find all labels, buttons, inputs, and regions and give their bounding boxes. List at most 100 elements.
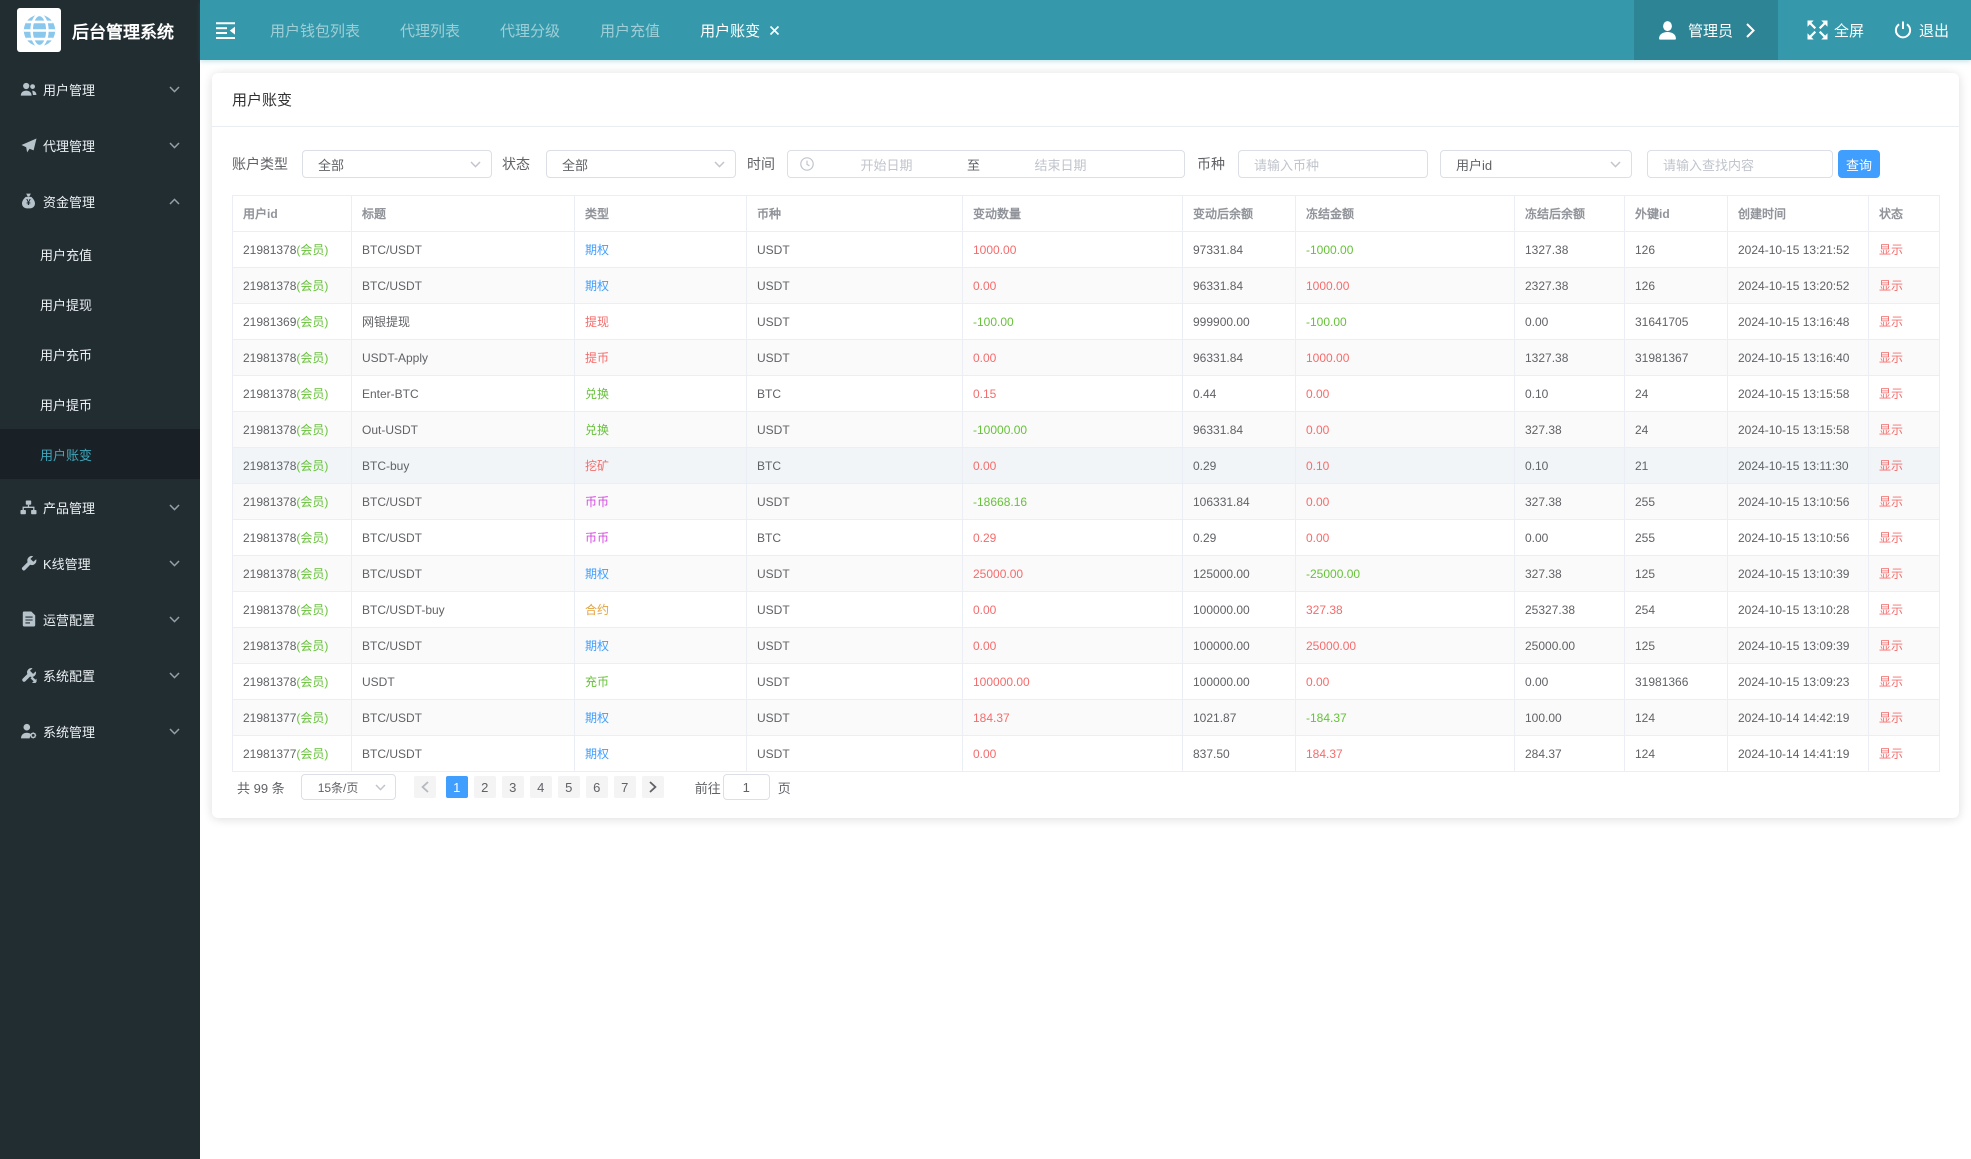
type-tag: 期权 [585, 639, 610, 653]
pagination-page-2[interactable]: 2 [473, 776, 496, 798]
goto-unit: 页 [777, 780, 791, 796]
cell-change: 0.00 [962, 267, 1183, 304]
sidebar-item-8[interactable]: 系统管理 [0, 703, 200, 759]
pagination-prev-button[interactable] [413, 776, 436, 798]
member-badge: (会员) [296, 531, 329, 545]
status-show-link[interactable]: 显示 [1879, 279, 1904, 293]
pagination-page-1[interactable]: 1 [445, 776, 468, 798]
status-show-link[interactable]: 显示 [1879, 639, 1904, 653]
cell-after-balance: 96331.84 [1182, 339, 1296, 376]
status-show-link[interactable]: 显示 [1879, 531, 1904, 545]
status-show-link[interactable]: 显示 [1879, 495, 1904, 509]
goto-page-input[interactable]: 1 [722, 774, 770, 800]
users-icon [20, 81, 37, 97]
cell-frozen-after: 0.00 [1514, 303, 1625, 340]
sidebar-item-3[interactable]: ¥ 资金管理 [0, 173, 200, 229]
sidebar-item-4[interactable]: 产品管理 [0, 479, 200, 535]
type-tag: 充币 [585, 675, 610, 689]
sidebar-item-7[interactable]: 系统配置 [0, 647, 200, 703]
pagination-page-7[interactable]: 7 [613, 776, 636, 798]
cell-after-balance: 0.29 [1182, 519, 1296, 556]
tab-2[interactable]: 代理列表 [380, 0, 480, 60]
status-show-link[interactable]: 显示 [1879, 315, 1904, 329]
date-range-picker[interactable]: 开始日期 至 结束日期 [787, 150, 1185, 178]
cell-frozen: -100.00 [1295, 303, 1515, 340]
cell-type: 合约 [574, 591, 747, 628]
status-show-link[interactable]: 显示 [1879, 351, 1904, 365]
search-input[interactable]: 请输入查找内容 [1647, 150, 1833, 178]
status-show-link[interactable]: 显示 [1879, 387, 1904, 401]
chevron-down-icon [470, 160, 481, 168]
search-field-select[interactable]: 用户id [1440, 150, 1632, 178]
change-value: 100000.00 [973, 674, 1030, 689]
fullscreen-button[interactable]: 全屏 [1807, 0, 1864, 60]
status-show-link[interactable]: 显示 [1879, 459, 1904, 473]
tab-3[interactable]: 代理分级 [480, 0, 580, 60]
cell-coin: USDT [746, 267, 963, 304]
fullscreen-expand-icon [1807, 20, 1828, 40]
tab-label: 代理分级 [500, 22, 561, 40]
status-show-link[interactable]: 显示 [1879, 603, 1904, 617]
sidebar-subitem[interactable]: 用户充值 [0, 229, 200, 279]
sidebar-item-6[interactable]: 运营配置 [0, 591, 200, 647]
admin-menu[interactable]: 管理员 [1633, 0, 1778, 60]
page-size-select[interactable]: 15条/页 [300, 774, 396, 800]
cell-created-time: 2024-10-15 13:09:39 [1727, 627, 1869, 664]
cell-frozen: -184.37 [1295, 699, 1515, 736]
sidebar-item-5[interactable]: K线管理 [0, 535, 200, 591]
frozen-value: 0.00 [1306, 386, 1330, 401]
cell-coin: BTC [746, 519, 963, 556]
pagination: 共 99 条 15条/页 1 2 3 4 5 6 7 前往 1 页 [232, 774, 1939, 800]
change-value: 0.15 [973, 386, 997, 401]
column-header-frozen_after: 冻结后余额 [1514, 195, 1625, 232]
cell-user-id: 21981378(会员) [232, 519, 352, 556]
sidebar-item-1[interactable]: 用户管理 [0, 61, 200, 117]
cell-user-id: 21981378(会员) [232, 267, 352, 304]
sidebar-item-2[interactable]: 代理管理 [0, 117, 200, 173]
cell-user-id: 21981378(会员) [232, 591, 352, 628]
pagination-page-4[interactable]: 4 [529, 776, 552, 798]
search-button[interactable]: 查询 [1838, 150, 1880, 178]
cell-frozen-after: 0.00 [1514, 519, 1625, 556]
doc-icon [20, 611, 37, 627]
status-show-link[interactable]: 显示 [1879, 675, 1904, 689]
cell-frozen-after: 1327.38 [1514, 231, 1625, 268]
cell-change: 1000.00 [962, 231, 1183, 268]
status-show-link[interactable]: 显示 [1879, 711, 1904, 725]
chevron-down-icon [375, 783, 386, 791]
pagination-page-6[interactable]: 6 [585, 776, 608, 798]
sidebar-subitem-label: 用户提现 [40, 297, 93, 313]
cell-coin: USDT [746, 699, 963, 736]
account-type-select[interactable]: 全部 [302, 150, 492, 178]
sidebar-subitem[interactable]: 用户充币 [0, 329, 200, 379]
pagination-page-5[interactable]: 5 [557, 776, 580, 798]
member-badge: (会员) [296, 495, 329, 509]
member-badge: (会员) [296, 459, 329, 473]
frozen-value: 0.10 [1306, 458, 1330, 473]
sidebar-subitem[interactable]: 用户提现 [0, 279, 200, 329]
status-show-link[interactable]: 显示 [1879, 423, 1904, 437]
frozen-value: 1000.00 [1306, 278, 1350, 293]
status-show-link[interactable]: 显示 [1879, 567, 1904, 581]
sidebar-subitem[interactable]: 用户账变 [0, 429, 200, 479]
type-tag: 币币 [585, 531, 610, 545]
chevron-down-icon [169, 559, 180, 567]
tab-5[interactable]: 用户账变 [680, 0, 800, 60]
logout-button[interactable]: 退出 [1893, 0, 1949, 60]
pagination-page-3[interactable]: 3 [501, 776, 524, 798]
tab-4[interactable]: 用户充值 [580, 0, 680, 60]
tab-close-icon[interactable] [769, 25, 780, 36]
cell-change: -100.00 [962, 303, 1183, 340]
sidebar-menu: 用户管理 代理管理 ¥ 资金管理 用户充值用户提现用户充币 用户提币 用户账变 产品管理 K线管… [0, 61, 200, 759]
status-select[interactable]: 全部 [546, 150, 736, 178]
sidebar-subitem[interactable]: 用户提币 [0, 379, 200, 429]
tab-1[interactable]: 用户钱包列表 [250, 0, 380, 60]
sidebar: 后台管理系统 用户管理 代理管理 ¥ 资金管理 用户充值 用户提现 用户充币 用户提币 用户账变… [0, 0, 200, 1159]
sidebar-toggle-button[interactable] [200, 0, 250, 60]
coin-input[interactable]: 请输入币种 [1238, 150, 1428, 178]
status-show-link[interactable]: 显示 [1879, 243, 1904, 257]
pagination-next-button[interactable] [641, 776, 664, 798]
cell-frozen: -25000.00 [1295, 555, 1515, 592]
cell-created-time: 2024-10-15 13:10:56 [1727, 483, 1869, 520]
status-show-link[interactable]: 显示 [1879, 747, 1904, 761]
